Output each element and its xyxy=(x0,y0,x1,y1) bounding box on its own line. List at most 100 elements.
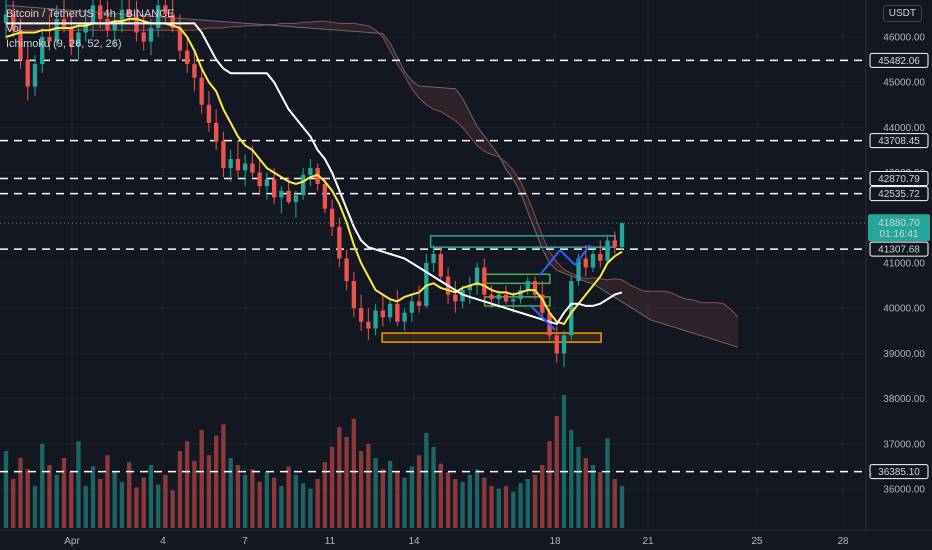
candle-body xyxy=(532,281,538,295)
x-tick-label: Apr xyxy=(64,536,80,547)
volume-indicator-label[interactable]: Vol xyxy=(6,23,22,35)
ichimoku-span-a xyxy=(6,20,739,318)
candle-body xyxy=(518,290,523,300)
trend-arrow xyxy=(529,304,546,321)
trend-arrow xyxy=(559,249,576,266)
volume-bar xyxy=(540,465,545,528)
candle-body xyxy=(366,321,371,329)
candle-body xyxy=(619,223,625,248)
candle-body xyxy=(206,104,212,123)
y-tick-label: 44000.00 xyxy=(883,123,925,134)
candle-body xyxy=(569,281,574,336)
ichimoku-indicator-label[interactable]: Ichimoku (9, 26, 52, 26) xyxy=(6,38,122,50)
candle-body xyxy=(380,310,386,318)
countdown-label: 01:16:41 xyxy=(880,229,919,240)
candle-body xyxy=(598,253,603,261)
candle-body xyxy=(163,5,168,15)
volume-bar xyxy=(496,488,501,528)
candle-body xyxy=(467,285,472,291)
candle-body xyxy=(453,294,458,302)
candle-body xyxy=(90,5,96,24)
volume-bar xyxy=(424,432,429,528)
candle-body xyxy=(156,5,161,28)
volume-bar xyxy=(11,479,16,528)
candle-body xyxy=(337,226,342,259)
candle-body xyxy=(511,299,516,302)
volume-bar xyxy=(380,469,386,528)
y-tick-label: 46000.00 xyxy=(883,33,925,44)
candle-body xyxy=(540,294,545,313)
volume-bar xyxy=(489,486,494,528)
candle-body xyxy=(351,281,357,309)
candle-body xyxy=(112,23,117,31)
volume-bar xyxy=(467,474,472,528)
volume-bar xyxy=(351,418,357,528)
candle-body xyxy=(25,59,30,87)
volume-bar xyxy=(337,427,342,528)
candle-body xyxy=(503,294,509,302)
volume-bar xyxy=(438,463,443,528)
candle-body xyxy=(329,208,335,227)
level-label: 36385.10 xyxy=(878,467,920,478)
volume-bar xyxy=(547,441,552,528)
candle-body xyxy=(525,281,530,291)
candle-body xyxy=(105,18,110,31)
volume-bar xyxy=(54,474,59,528)
y-tick-label: 38000.00 xyxy=(883,394,925,405)
candle-body xyxy=(395,303,400,322)
volume-bar xyxy=(69,472,74,528)
volume-bar xyxy=(554,416,559,528)
candle-body xyxy=(213,122,219,141)
symbol-title[interactable]: Bitcoin / TetherUS · 4h · BINANCE xyxy=(6,8,175,20)
candle-body xyxy=(98,5,103,19)
candle-body xyxy=(431,253,436,263)
candle-body xyxy=(489,294,494,300)
volume-bar xyxy=(395,472,400,528)
volume-bar xyxy=(185,441,190,528)
base-line xyxy=(6,22,623,326)
candle-body xyxy=(271,179,277,198)
candle-body xyxy=(76,32,81,47)
candle-body xyxy=(221,140,226,169)
volume-bar xyxy=(315,479,320,528)
candle-body xyxy=(3,14,9,24)
volume-bar xyxy=(525,479,530,528)
volume-bar xyxy=(271,477,277,528)
chart-legend: Bitcoin / TetherUS · 4h · BINANCE Vol Ic… xyxy=(6,7,175,52)
price-axis-panel xyxy=(866,0,932,550)
volume-bar xyxy=(373,458,378,528)
candle-body xyxy=(554,335,559,354)
x-tick-label: 11 xyxy=(325,536,336,547)
x-tick-label: 25 xyxy=(751,536,763,547)
volume-bar xyxy=(366,444,371,528)
candle-body xyxy=(344,258,349,282)
volume-bar xyxy=(264,472,270,528)
volume-bar xyxy=(76,441,81,528)
volume-bar xyxy=(177,451,183,528)
volume-bar xyxy=(482,477,487,528)
level-label: 42870.79 xyxy=(878,174,920,185)
candle-body xyxy=(264,179,270,187)
volume-bar xyxy=(300,483,306,528)
annotation-rect xyxy=(381,332,602,343)
candle-body xyxy=(409,301,415,313)
candle-body xyxy=(134,16,139,33)
volume-bar xyxy=(163,474,168,528)
current-price-label: 41880.70 xyxy=(878,218,920,229)
candle-body xyxy=(148,27,154,42)
volume-bar xyxy=(605,438,610,528)
volume-bar xyxy=(503,486,509,528)
volume-bar xyxy=(105,455,110,528)
candle-body xyxy=(228,159,233,169)
candle-body xyxy=(119,9,125,24)
volume-bar xyxy=(235,465,241,528)
currency-badge[interactable]: USDT xyxy=(882,5,922,22)
volume-bar xyxy=(83,486,88,528)
volume-bar xyxy=(47,465,52,528)
level-label-box xyxy=(869,170,929,186)
x-tick-label: 28 xyxy=(837,536,849,547)
volume-bar xyxy=(148,465,154,528)
candle-body xyxy=(250,163,255,173)
